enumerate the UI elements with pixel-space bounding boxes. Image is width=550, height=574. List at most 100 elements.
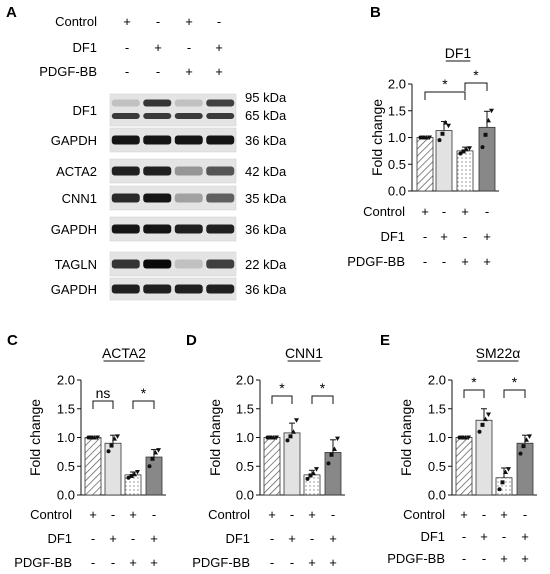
- data-point: [486, 412, 491, 417]
- y-axis-label: Fold change: [207, 399, 223, 476]
- condition-sign: +: [521, 551, 529, 566]
- data-point: [329, 452, 334, 457]
- condition-label: DF1: [72, 40, 97, 55]
- condition-sign: +: [329, 555, 337, 570]
- y-tick-label: 1.0: [236, 430, 254, 445]
- blot-kda-label: 65 kDa: [245, 108, 287, 123]
- blot-band: [143, 99, 172, 107]
- data-point: [106, 449, 111, 454]
- condition-label: PDGF-BB: [387, 551, 445, 566]
- y-tick-label: 1.5: [428, 401, 446, 416]
- blot-band: [206, 166, 235, 176]
- y-tick-label: 0.0: [388, 184, 406, 199]
- chart-panel-c: C ACTA2 0.0 0.5 1.0 1.5 2.0 Fold change ns * Contr…: [7, 332, 166, 570]
- condition-label: Control: [403, 507, 445, 522]
- blot-gapdh: GAPDH 36 kDa: [51, 216, 287, 242]
- data-point: [132, 471, 137, 477]
- data-point: [461, 149, 466, 154]
- condition-sign: -: [462, 529, 466, 544]
- y-tick-label: 2.0: [57, 373, 75, 388]
- condition-sign: +: [460, 507, 468, 522]
- condition-sign: +: [329, 531, 337, 546]
- data-point: [440, 131, 445, 136]
- data-point: [524, 437, 529, 442]
- chart-title: ACTA2: [102, 345, 146, 361]
- blot-kda-label: 36 kDa: [245, 282, 287, 297]
- significance-bracket: [464, 82, 488, 91]
- significance-label: *: [279, 380, 285, 396]
- data-point: [424, 135, 429, 140]
- data-point: [115, 434, 120, 439]
- condition-sign: -: [156, 64, 160, 79]
- significance-bracket: [311, 395, 334, 404]
- blot-band: [174, 193, 203, 203]
- blot-background: [109, 93, 237, 127]
- condition-sign: -: [290, 507, 294, 522]
- blot-kda-label: 22 kDa: [245, 257, 287, 272]
- condition-sign: +: [150, 555, 158, 570]
- blot-background: [109, 277, 237, 301]
- data-point: [274, 435, 279, 440]
- y-tick-label: 0.5: [428, 459, 446, 474]
- significance-bracket: [424, 91, 466, 100]
- data-point: [147, 464, 152, 469]
- condition-sign: -: [423, 254, 427, 269]
- blot-kda-label: 36 kDa: [245, 133, 287, 148]
- blot-band: [111, 259, 140, 269]
- data-point: [288, 434, 293, 439]
- blot-band: [143, 224, 172, 234]
- condition-sign: +: [154, 40, 162, 55]
- condition-sign: +: [440, 229, 448, 244]
- data-point: [480, 145, 485, 150]
- data-point: [506, 467, 511, 472]
- significance-label: ns: [96, 385, 111, 401]
- blot-acta2: ACTA2 42 kDa: [56, 158, 287, 184]
- data-point: [467, 146, 472, 151]
- bar: [283, 432, 301, 496]
- condition-sign: -: [462, 551, 466, 566]
- data-point: [326, 461, 331, 466]
- data-point: [311, 470, 316, 476]
- y-tick-label: 2.0: [236, 373, 254, 388]
- y-axis-label: Fold change: [398, 399, 414, 476]
- data-point: [112, 436, 117, 441]
- data-point: [332, 446, 337, 451]
- condition-sign: +: [215, 40, 223, 55]
- condition-sign: +: [288, 531, 296, 546]
- condition-label: PDGF-BB: [192, 555, 250, 570]
- data-point: [463, 435, 468, 440]
- data-point: [308, 473, 313, 478]
- blot-band: [143, 259, 172, 269]
- y-tick-label: 0.5: [57, 459, 75, 474]
- condition-sign: +: [123, 14, 131, 29]
- data-point: [129, 474, 134, 479]
- condition-sign: +: [150, 531, 158, 546]
- blot-band: [111, 284, 140, 294]
- data-point: [271, 435, 276, 440]
- condition-sign: -: [125, 64, 129, 79]
- blot-band: [111, 166, 140, 176]
- data-point: [477, 429, 482, 434]
- blot-gapdh: GAPDH 36 kDa: [51, 127, 287, 153]
- data-point: [443, 120, 448, 125]
- condition-sign: -: [442, 204, 446, 219]
- data-point: [421, 135, 426, 140]
- y-tick-label: 0.0: [57, 488, 75, 503]
- bar: [84, 437, 102, 496]
- chart-title: CNN1: [285, 345, 323, 361]
- blot-protein-label: TAGLN: [55, 257, 97, 272]
- condition-sign: -: [91, 531, 95, 546]
- panel-label: E: [380, 332, 390, 349]
- y-tick-label: 1.0: [388, 130, 406, 145]
- panel-a-western-blot: A Control + - + - DF1 - + - + PDGF-BB - - + + DF1 95 kDa 6…: [6, 4, 287, 301]
- y-tick-label: 1.0: [57, 430, 75, 445]
- blot-kda-label: 35 kDa: [245, 191, 287, 206]
- y-tick-label: 2.0: [388, 77, 406, 92]
- condition-sign: +: [421, 204, 429, 219]
- significance-bracket: [92, 400, 114, 409]
- blot-kda-label: 95 kDa: [245, 90, 287, 105]
- blot-cnn1: CNN1 35 kDa: [62, 185, 287, 211]
- y-tick-label: 1.5: [57, 401, 75, 416]
- bar: [455, 437, 473, 496]
